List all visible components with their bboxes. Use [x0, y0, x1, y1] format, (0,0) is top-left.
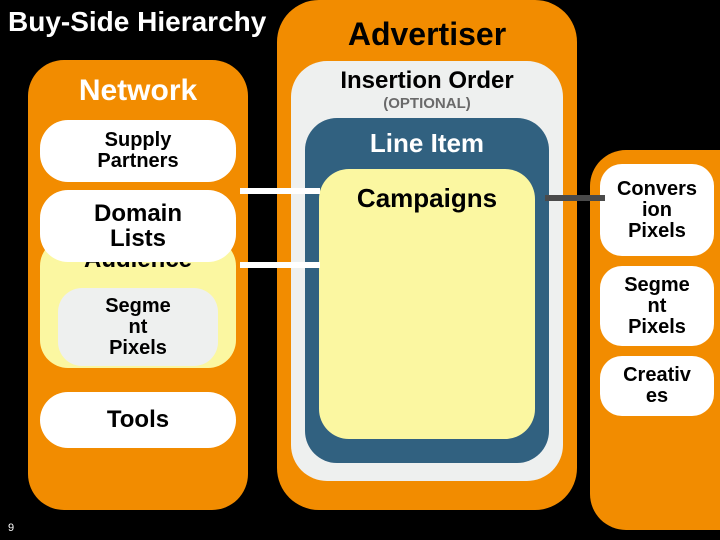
network-title: Network: [40, 74, 236, 108]
insertion-order-box: Insertion Order (OPTIONAL) Line Item Cam…: [291, 61, 563, 481]
connector-domain-to-campaigns: [240, 262, 320, 268]
advertiser-title: Advertiser: [291, 16, 563, 53]
campaigns-box: Campaigns: [319, 169, 535, 439]
creatives-box: Creativ es: [600, 356, 714, 416]
supply-partners-box: Supply Partners: [40, 120, 236, 182]
advertiser-panel: Advertiser Insertion Order (OPTIONAL) Li…: [277, 0, 577, 510]
connector-lineitem-to-conversion: [545, 195, 605, 201]
right-panel: Convers ion Pixels Segme nt Pixels Creat…: [590, 150, 720, 530]
insertion-order-title: Insertion Order: [305, 67, 549, 95]
audience-group: Domain Lists Audience Segme nt Pixels: [40, 190, 236, 380]
connector-supply-to-lineitem: [240, 188, 320, 194]
line-item-box: Line Item Campaigns: [305, 118, 549, 463]
domain-lists-box: Domain Lists: [40, 190, 236, 262]
page-number: 9: [8, 522, 14, 534]
insertion-order-subtitle: (OPTIONAL): [305, 95, 549, 112]
conversion-pixels-box: Convers ion Pixels: [600, 164, 714, 256]
line-item-title: Line Item: [319, 128, 535, 159]
network-panel: Network Supply Partners Domain Lists Aud…: [28, 60, 248, 510]
tools-box: Tools: [40, 392, 236, 448]
slide-title: Buy-Side Hierarchy: [8, 6, 266, 38]
segment-pixels-left-box: Segme nt Pixels: [58, 288, 218, 366]
segment-pixels-right-box: Segme nt Pixels: [600, 266, 714, 346]
